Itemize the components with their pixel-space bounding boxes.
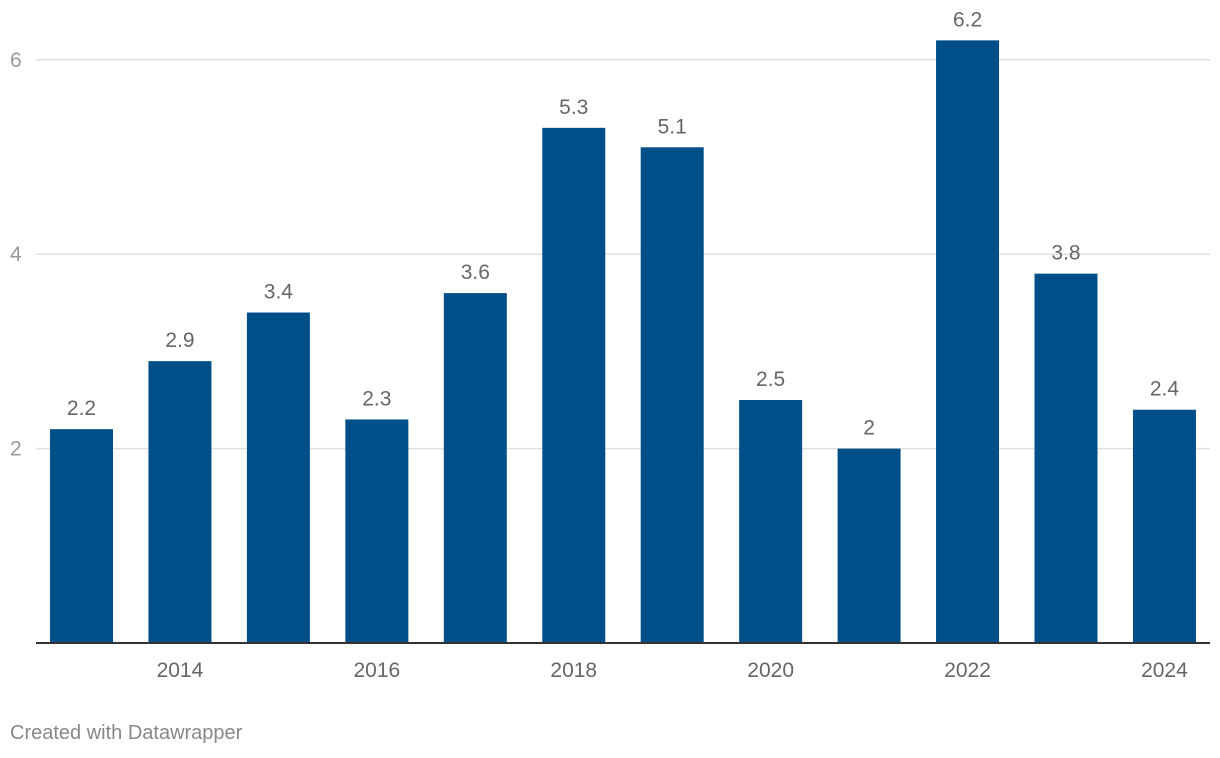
- bar: [50, 429, 113, 643]
- bar: [443, 293, 507, 643]
- data-labels: 2.2 2.9 3.4 2.3 3.6 5.3 5.1 2.5 2 6.2 3.8 2.4: [67, 8, 1179, 439]
- x-tick-label: 2014: [157, 659, 204, 682]
- bar: [1132, 409, 1196, 643]
- gridlines: [36, 59, 1210, 450]
- x-tick-label: 2018: [550, 659, 597, 682]
- bar: [246, 312, 310, 643]
- y-tick-label: 6: [10, 49, 22, 72]
- bar-value-label: 2: [863, 417, 875, 440]
- bar: [345, 419, 409, 643]
- x-tick-label: 2020: [747, 659, 794, 682]
- x-tick-label: 2024: [1141, 659, 1188, 682]
- bar: [542, 127, 606, 644]
- bar: [148, 361, 212, 643]
- x-tick-label: 2016: [353, 659, 400, 682]
- bars: [50, 40, 1196, 644]
- bar: [640, 147, 704, 643]
- bar-value-label: 2.9: [165, 329, 194, 352]
- y-tick-label: 4: [10, 243, 22, 266]
- bar: [936, 40, 1000, 644]
- bar: [1034, 273, 1098, 643]
- bar-value-label: 2.3: [362, 387, 391, 410]
- bar-value-label: 2.4: [1150, 378, 1180, 401]
- bar-value-label: 2.5: [756, 368, 785, 391]
- bar: [739, 400, 803, 643]
- x-axis-ticks: 2014 2016 2018 2020 2022 2024: [157, 659, 1189, 682]
- bar-value-label: 6.2: [953, 8, 982, 31]
- bar-chart: 2 4 6 2.2 2.9 3.4 2.3 3.6 5.3 5.1 2.5 2 6.2 3.8 2.4 2…: [10, 8, 1210, 682]
- bar-value-label: 5.1: [658, 115, 687, 138]
- bar-value-label: 2.2: [67, 397, 96, 420]
- bar-value-label: 3.4: [264, 281, 294, 304]
- y-tick-label: 2: [10, 438, 22, 461]
- credit-text: Created with Datawrapper: [10, 722, 243, 744]
- y-axis-ticks: 2 4 6: [10, 49, 22, 461]
- bar-value-label: 5.3: [559, 96, 588, 119]
- bar-value-label: 3.8: [1051, 242, 1080, 265]
- bar-value-label: 3.6: [461, 261, 490, 284]
- bar: [837, 448, 901, 643]
- x-tick-label: 2022: [944, 659, 991, 682]
